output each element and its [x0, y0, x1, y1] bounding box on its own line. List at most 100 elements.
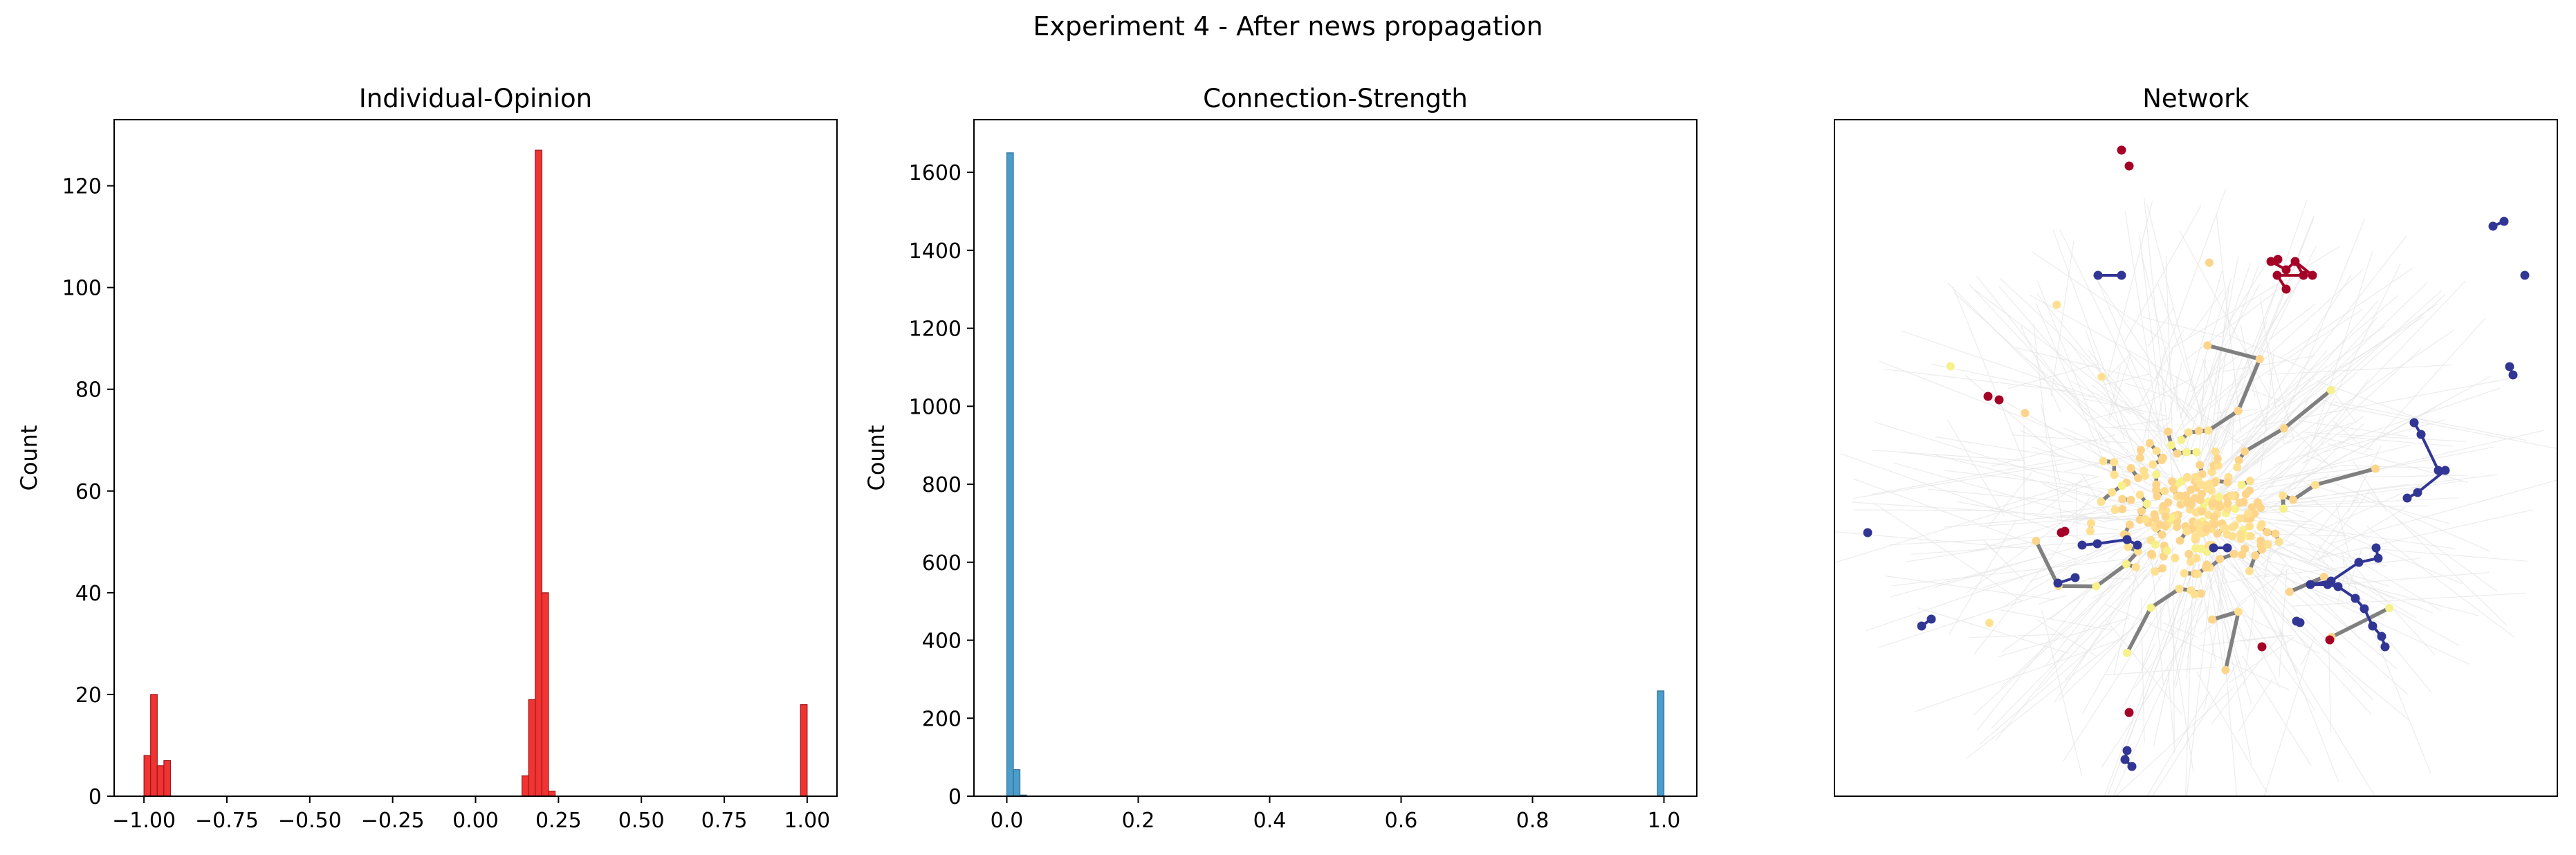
weak-edge — [2210, 268, 2364, 409]
network-node — [2118, 495, 2127, 504]
network-node — [2281, 284, 2291, 294]
weak-edge — [2229, 607, 2320, 654]
y-tick-label: 80 — [75, 378, 102, 403]
network-node — [2193, 519, 2202, 528]
weak-edge — [2180, 270, 2223, 419]
network-node — [2110, 505, 2119, 514]
network-node — [2158, 530, 2166, 539]
weak-edge — [2347, 445, 2382, 513]
network-node — [2402, 493, 2412, 503]
weak-edge — [2202, 520, 2347, 659]
axes-frame — [973, 119, 1698, 797]
network-node — [2234, 406, 2243, 415]
y-tick-label: 120 — [62, 175, 102, 199]
histogram-bar — [541, 592, 549, 797]
network-node — [2135, 453, 2144, 462]
x-tick-label: 0.8 — [1516, 809, 1549, 833]
weak-edge — [2007, 363, 2098, 389]
network-node — [2198, 470, 2207, 479]
weak-edge — [2234, 316, 2424, 433]
weak-edge — [2108, 365, 2122, 419]
weak-edge — [1879, 360, 2160, 472]
network-node — [2175, 536, 2184, 545]
histogram-bar — [163, 760, 172, 797]
network-node — [2117, 145, 2126, 155]
weak-edge — [2181, 345, 2220, 462]
weak-edge — [2162, 622, 2198, 638]
weak-edge — [2232, 466, 2381, 483]
x-tick-label: 0.2 — [1122, 809, 1155, 833]
weak-edge — [2002, 526, 2136, 608]
network-node — [2279, 424, 2288, 433]
weak-edge — [1874, 503, 2023, 603]
network-node — [2520, 270, 2530, 280]
network-node — [2207, 486, 2216, 495]
weak-edge — [2173, 636, 2290, 690]
strong-edge — [2206, 409, 2241, 433]
weak-edge — [2321, 398, 2339, 407]
weak-edge — [2316, 507, 2406, 561]
weak-edge — [2250, 540, 2433, 614]
network-node — [2266, 257, 2276, 266]
weak-edge — [2339, 436, 2454, 447]
x-tick-label: −0.25 — [361, 809, 425, 833]
blue-edge — [2330, 561, 2360, 582]
network-node — [2163, 546, 2172, 555]
weak-edge — [2147, 308, 2174, 347]
network-node — [2319, 572, 2328, 581]
weak-edge — [2203, 381, 2252, 434]
weak-edge — [2207, 522, 2376, 796]
weak-edge — [2125, 383, 2173, 398]
network-node — [2171, 553, 2180, 562]
weak-edge — [2261, 502, 2441, 612]
network-node — [2207, 468, 2216, 477]
network-node — [2182, 498, 2191, 507]
weak-edge — [1954, 293, 2191, 509]
weak-edge — [1974, 585, 2116, 715]
weak-edge — [1854, 509, 1996, 511]
weak-edge — [2081, 528, 2142, 562]
network-node — [2191, 534, 2200, 543]
y-axis-label: Count — [863, 425, 890, 490]
weak-edge — [2216, 214, 2242, 434]
network-node — [2272, 270, 2282, 280]
network-node — [2192, 448, 2201, 457]
network-node — [2253, 498, 2262, 507]
histogram-bar — [548, 791, 556, 797]
network-node — [2241, 447, 2250, 456]
network-node — [1946, 362, 1955, 371]
weak-edge — [2142, 316, 2223, 338]
weak-edge — [2247, 376, 2492, 510]
weak-edge — [2293, 592, 2527, 607]
network-node — [2214, 461, 2223, 470]
histogram-bar — [1657, 690, 1665, 797]
network-node — [2168, 477, 2177, 486]
weak-edge — [2292, 419, 2408, 437]
network-node — [2326, 386, 2335, 395]
weak-edge — [2202, 407, 2208, 430]
x-tick-label: −0.75 — [195, 809, 259, 833]
network-node — [2209, 543, 2218, 553]
histogram-bar — [150, 694, 158, 797]
weak-edge — [2204, 565, 2225, 710]
weak-edge — [2085, 330, 2126, 441]
network-node — [2373, 553, 2383, 563]
network-node — [2197, 544, 2206, 553]
network-node — [2333, 582, 2343, 591]
y-tick-label: 0 — [948, 785, 962, 809]
network-node — [2499, 217, 2509, 226]
network-node — [2125, 520, 2134, 529]
network-node — [2097, 497, 2106, 506]
y-tick-label: 0 — [89, 785, 102, 809]
weak-edge — [2280, 379, 2369, 501]
weak-edge — [2112, 417, 2173, 428]
network-node — [2223, 499, 2232, 508]
weak-edge — [2165, 255, 2174, 457]
weak-edge — [2136, 329, 2184, 411]
x-tick-label: 0.6 — [1385, 809, 1418, 833]
weak-edge — [2140, 252, 2190, 450]
weak-edge — [2283, 219, 2366, 420]
weak-edge — [2139, 235, 2166, 442]
network-node — [2229, 549, 2238, 558]
axes-frame — [1834, 119, 2558, 797]
